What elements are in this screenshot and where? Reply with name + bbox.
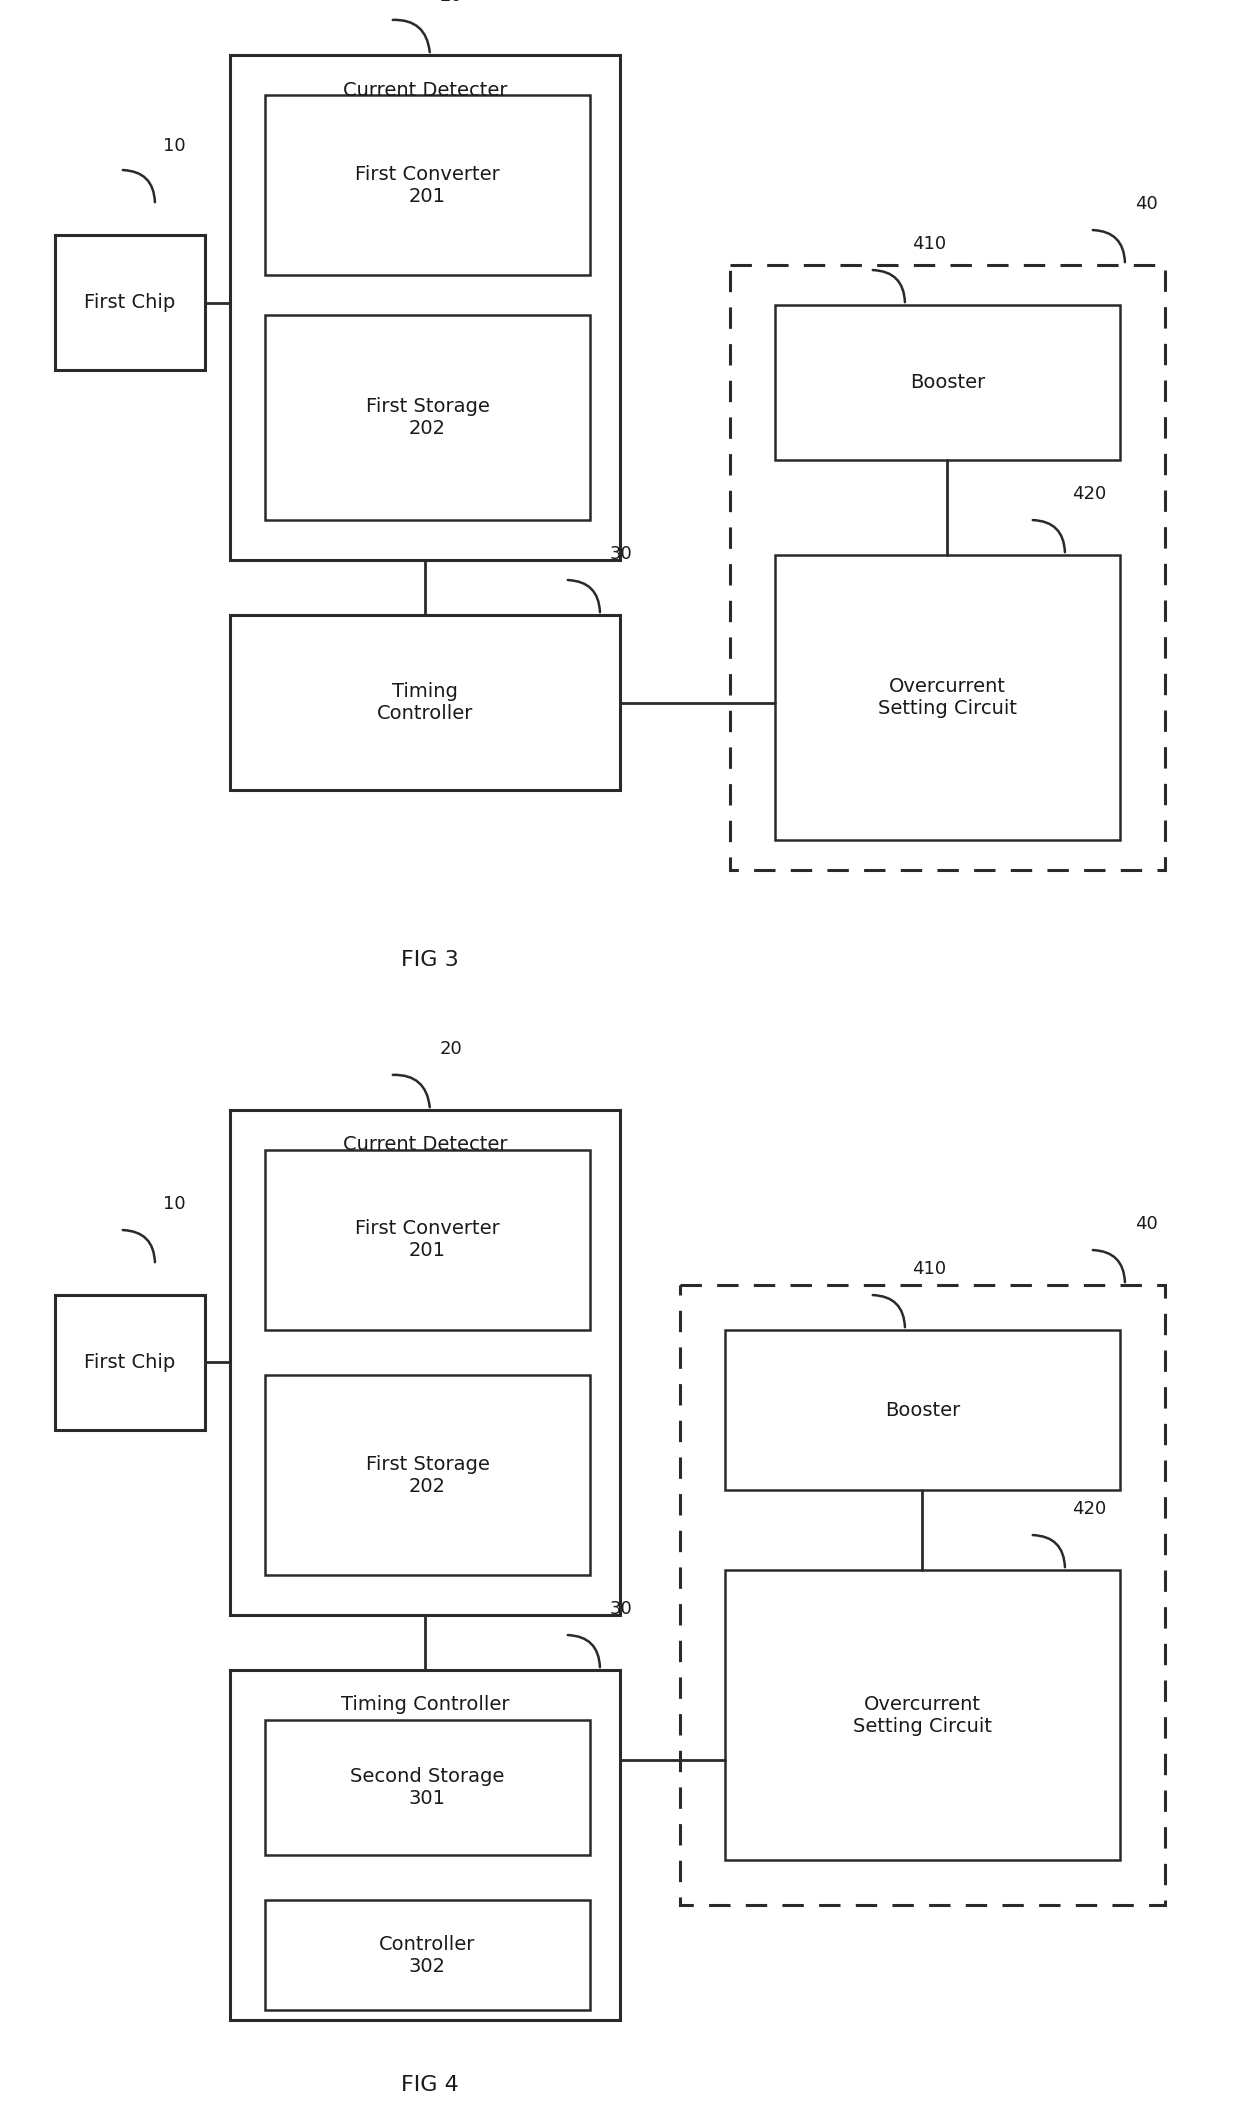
Bar [229, 1670, 620, 2019]
Text: 30: 30 [610, 545, 632, 564]
Bar [265, 1375, 590, 1574]
Bar [229, 1110, 620, 1615]
Bar [265, 1721, 590, 1854]
Text: Booster: Booster [910, 373, 985, 392]
Text: 420: 420 [1073, 485, 1106, 502]
Bar [775, 555, 1120, 839]
Text: First Converter
201: First Converter 201 [355, 1221, 500, 1261]
Text: 10: 10 [162, 1195, 186, 1212]
Bar [55, 235, 205, 371]
Bar [55, 1295, 205, 1430]
Text: 410: 410 [911, 235, 946, 252]
Bar [229, 615, 620, 790]
Text: Current Detecter: Current Detecter [342, 81, 507, 100]
Bar [775, 305, 1120, 460]
Text: Timing
Controller: Timing Controller [377, 682, 474, 723]
Text: First Chip: First Chip [84, 1354, 176, 1371]
Text: FIG 3: FIG 3 [401, 949, 459, 971]
Bar [265, 316, 590, 519]
Text: 40: 40 [1135, 195, 1158, 214]
Bar [265, 95, 590, 275]
Text: Timing Controller: Timing Controller [341, 1695, 510, 1714]
Text: 410: 410 [911, 1261, 946, 1278]
Text: Overcurrent
Setting Circuit: Overcurrent Setting Circuit [878, 676, 1017, 718]
Text: 10: 10 [162, 138, 186, 155]
Text: FIG 4: FIG 4 [401, 2075, 459, 2096]
Bar [680, 1284, 1166, 1905]
Text: 20: 20 [440, 1040, 463, 1057]
Text: 420: 420 [1073, 1500, 1106, 1517]
Text: 30: 30 [610, 1600, 632, 1619]
Text: First Chip: First Chip [84, 292, 176, 311]
Bar [725, 1570, 1120, 1860]
Text: Second Storage
301: Second Storage 301 [351, 1767, 505, 1808]
Bar [265, 1151, 590, 1331]
Bar [730, 265, 1166, 871]
Text: Booster: Booster [885, 1401, 960, 1420]
Text: First Storage
202: First Storage 202 [366, 396, 490, 439]
Bar [229, 55, 620, 559]
Text: Overcurrent
Setting Circuit: Overcurrent Setting Circuit [853, 1695, 992, 1735]
Bar [725, 1331, 1120, 1490]
Bar [265, 1901, 590, 2011]
Text: 20: 20 [440, 0, 463, 4]
Text: First Converter
201: First Converter 201 [355, 165, 500, 206]
Text: First Storage
202: First Storage 202 [366, 1454, 490, 1496]
Text: 40: 40 [1135, 1214, 1158, 1233]
Text: Current Detecter: Current Detecter [342, 1136, 507, 1155]
Text: Controller
302: Controller 302 [379, 1935, 476, 1975]
